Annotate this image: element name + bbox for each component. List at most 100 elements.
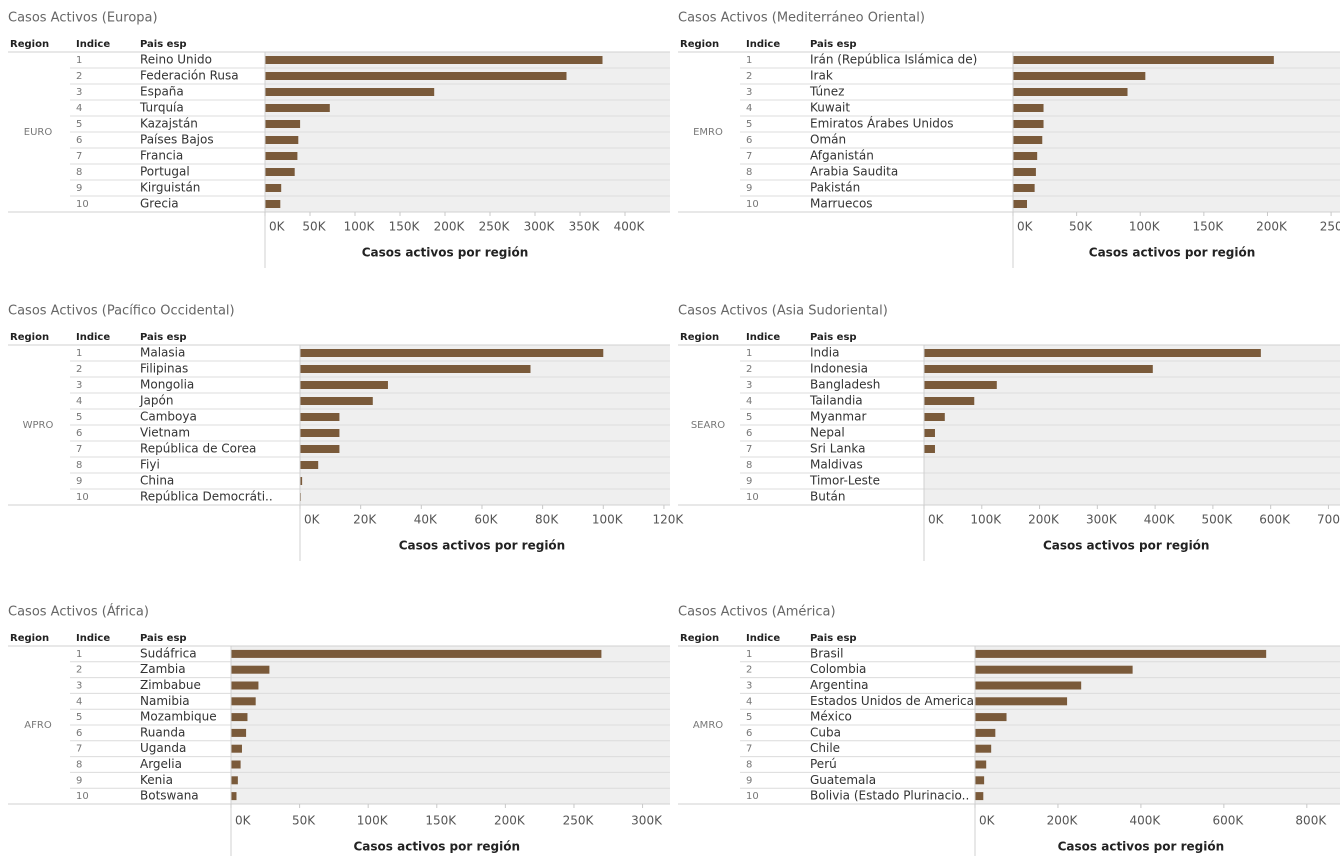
x-tick-label: 40K	[414, 513, 438, 527]
column-header: Indice	[76, 39, 110, 50]
x-tick-label: 100K	[592, 513, 624, 527]
x-tick-label: 0K	[235, 814, 252, 828]
row-index: 1	[746, 55, 752, 66]
bar	[924, 413, 945, 421]
country-label: Federación Rusa	[140, 69, 239, 83]
country-label: Omán	[810, 133, 846, 147]
country-label: Irán (República Islámica de)	[810, 53, 977, 67]
country-label: México	[810, 710, 852, 724]
bar	[300, 381, 388, 389]
bar	[231, 776, 238, 785]
row-index: 9	[76, 183, 82, 194]
country-label: Zimbabue	[140, 678, 201, 692]
column-header: Indice	[746, 39, 780, 50]
bar	[1013, 200, 1027, 208]
country-label: Kirguistán	[140, 181, 200, 195]
x-tick-label: 0K	[979, 814, 996, 828]
column-header: Pais esp	[140, 633, 187, 644]
row-index: 9	[746, 775, 752, 786]
x-tick-label: 200K	[1256, 220, 1288, 234]
row-index: 3	[76, 681, 82, 692]
country-label: Bangladesh	[810, 378, 880, 392]
x-axis-label: Casos activos por región	[1089, 246, 1256, 260]
row-index: 8	[76, 460, 82, 471]
bar	[1013, 136, 1043, 144]
bar	[300, 429, 340, 437]
bar	[1013, 184, 1035, 192]
country-label: China	[140, 474, 174, 488]
bar	[231, 665, 270, 674]
row-index: 10	[746, 492, 759, 503]
chart-title: Casos Activos (Pacífico Occidental)	[8, 304, 235, 319]
country-label: Colombia	[810, 662, 866, 676]
bar	[231, 649, 602, 658]
row-index: 4	[746, 396, 752, 407]
bar	[924, 349, 1261, 357]
country-label: Tailandia	[809, 394, 863, 408]
country-label: Botswana	[140, 789, 199, 803]
bar	[1013, 104, 1044, 112]
bar	[265, 72, 567, 80]
x-tick-label: 20K	[353, 513, 377, 527]
row-index: 7	[746, 151, 752, 162]
x-tick-label: 250K	[479, 220, 511, 234]
x-tick-label: 50K	[1069, 220, 1093, 234]
country-label: Portugal	[140, 165, 190, 179]
bar	[975, 776, 985, 785]
country-label: Bután	[810, 490, 846, 504]
row-index: 4	[76, 103, 82, 114]
column-header: Region	[680, 39, 719, 50]
row-index: 3	[76, 380, 82, 391]
row-index: 10	[746, 791, 759, 802]
x-tick-label: 0K	[304, 513, 321, 527]
row-index: 1	[746, 649, 752, 660]
bar	[1013, 88, 1128, 96]
chart-title: Casos Activos (Europa)	[8, 11, 158, 26]
row-index: 6	[746, 428, 752, 439]
chart-title: Casos Activos (África)	[8, 604, 149, 620]
country-label: Myanmar	[810, 410, 866, 424]
row-index: 8	[746, 167, 752, 178]
bar	[1013, 72, 1146, 80]
country-label: Mozambique	[140, 710, 217, 724]
country-label: Namibia	[140, 694, 190, 708]
row-index: 7	[76, 151, 82, 162]
country-label: Camboya	[140, 410, 197, 424]
row-index: 6	[76, 135, 82, 146]
row-index: 2	[746, 71, 752, 82]
x-tick-label: 250K	[563, 814, 595, 828]
country-label: República Democráti..	[140, 490, 273, 504]
row-index: 6	[746, 728, 752, 739]
country-label: Japón	[139, 394, 173, 408]
x-tick-label: 50K	[292, 814, 316, 828]
region-label: WPRO	[23, 420, 54, 431]
chart-title: Casos Activos (América)	[678, 605, 836, 620]
country-label: Kenia	[140, 773, 173, 787]
country-label: Ruanda	[140, 725, 185, 739]
row-index: 5	[76, 119, 82, 130]
country-label: India	[810, 346, 839, 360]
x-tick-label: 100K	[1129, 220, 1161, 234]
x-tick-label: 100K	[970, 513, 1002, 527]
row-index: 10	[746, 199, 759, 210]
x-tick-label: 350K	[569, 220, 601, 234]
country-label: Francia	[140, 149, 183, 163]
bar	[975, 649, 1267, 658]
country-label: Kazajstán	[140, 117, 198, 131]
x-tick-label: 60K	[474, 513, 498, 527]
row-index: 7	[746, 744, 752, 755]
row-index: 2	[76, 665, 82, 676]
bar	[265, 200, 281, 208]
bar	[265, 152, 298, 160]
x-tick-label: 500K	[1201, 513, 1233, 527]
region-label: AFRO	[24, 720, 52, 731]
x-tick-label: 150K	[389, 220, 421, 234]
column-header: Pais esp	[140, 39, 187, 50]
bar	[975, 744, 992, 753]
bar	[265, 184, 282, 192]
row-index: 9	[746, 476, 752, 487]
row-index: 1	[746, 348, 752, 359]
country-label: Mongolia	[140, 378, 194, 392]
x-tick-label: 80K	[535, 513, 559, 527]
bar	[975, 697, 1068, 706]
